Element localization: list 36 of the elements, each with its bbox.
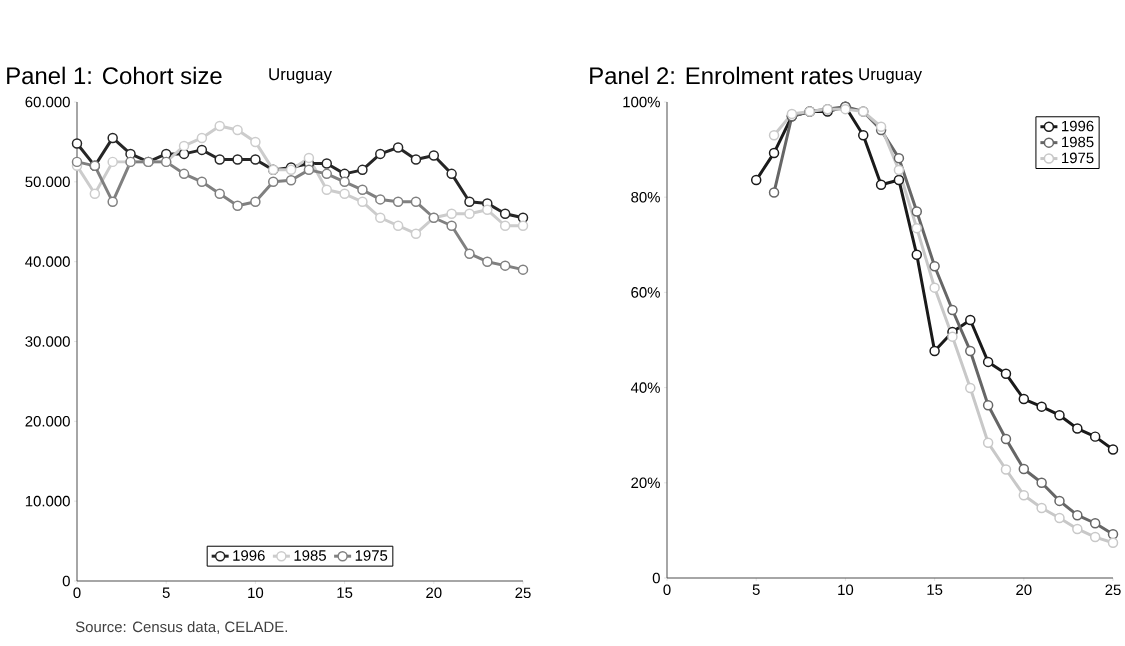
y-tick-label: 0 xyxy=(652,572,660,584)
y-tick-label: 30.000 xyxy=(25,336,70,347)
x-tick-label: 15 xyxy=(337,587,353,598)
y-tick-label: 10.000 xyxy=(25,495,70,507)
y-tick-label: 20% xyxy=(631,477,660,489)
y-tick-label: 0 xyxy=(62,575,70,587)
x-tick-label: 5 xyxy=(752,584,760,595)
y-tick-label: 50.000 xyxy=(25,176,70,188)
legend-label: 1975 xyxy=(1062,152,1094,164)
x-tick-label: 25 xyxy=(1105,584,1121,596)
legend-label: 1985 xyxy=(294,550,326,561)
chart-subtitle: Uruguay xyxy=(269,68,332,84)
chart-subtitle: Uruguay xyxy=(859,68,922,84)
x-tick-label: 0 xyxy=(73,587,81,599)
source-note: Source: Census data, CELADE. xyxy=(75,621,287,634)
y-tick-label: 40% xyxy=(630,382,660,393)
y-tick-label: 80% xyxy=(631,191,660,203)
legend-label: 1985 xyxy=(1062,136,1094,148)
x-tick-label: 10 xyxy=(838,584,854,596)
y-tick-label: 60% xyxy=(631,287,660,298)
legend-label: 1996 xyxy=(1062,120,1094,132)
legend-label: 1996 xyxy=(233,550,265,561)
chart-title: Panel 1: Cohort size xyxy=(7,66,222,85)
legend-label: 1975 xyxy=(355,550,388,561)
y-tick-label: 20.000 xyxy=(25,416,70,427)
x-tick-label: 15 xyxy=(927,584,943,595)
y-tick-label: 60.000 xyxy=(25,96,70,108)
y-tick-label: 40.000 xyxy=(25,256,70,267)
x-tick-label: 20 xyxy=(1016,584,1032,596)
chart-title: Panel 2: Enrolment rates xyxy=(590,66,853,85)
x-tick-label: 20 xyxy=(426,587,442,599)
y-tick-label: 100% xyxy=(623,96,660,108)
x-tick-label: 25 xyxy=(515,587,531,599)
x-tick-label: 0 xyxy=(663,584,671,596)
x-tick-label: 10 xyxy=(248,587,264,599)
x-tick-label: 5 xyxy=(162,587,170,598)
